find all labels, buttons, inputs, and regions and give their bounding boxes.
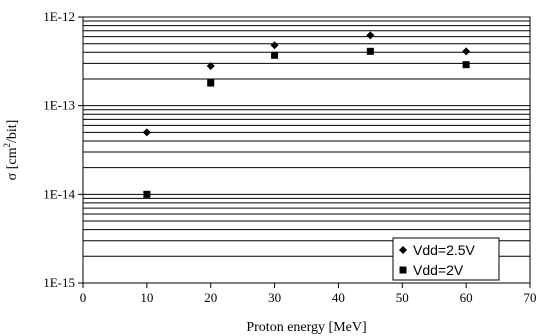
data-points [142, 31, 471, 198]
y-axis-label: σ [cm2/bit] [2, 120, 20, 181]
diamond-point [366, 31, 375, 40]
plot-area [82, 16, 531, 284]
diamond-point [270, 41, 279, 50]
x-tick-label: 0 [80, 290, 87, 305]
legend: Vdd=2.5V Vdd=2V [392, 237, 500, 281]
y-tick-label: 1E-13 [43, 98, 75, 113]
square-point [462, 61, 470, 69]
x-tick-label: 30 [268, 290, 281, 305]
gridlines [83, 20, 530, 284]
legend-diamond-marker [399, 246, 407, 254]
y-axis-label-tail: /bit] [5, 120, 20, 143]
y-axis-label-base: σ [cm [5, 147, 20, 180]
x-tick-label: 70 [524, 290, 537, 305]
legend-box [392, 237, 500, 281]
x-axis: 0 10 20 30 40 50 60 70 [80, 283, 537, 305]
x-tick-label: 50 [396, 290, 409, 305]
square-point [143, 190, 151, 198]
diamond-point [206, 62, 215, 71]
y-axis-label-superscript: 2 [2, 143, 12, 148]
y-tick-label: 1E-12 [43, 9, 75, 24]
square-point [366, 47, 374, 55]
y-axis: 1E-12 1E-13 1E-14 1E-15 [43, 9, 83, 290]
x-axis-label: Proton energy [MeV] [246, 320, 366, 335]
legend-entry-label: Vdd=2V [413, 262, 464, 278]
x-tick-label: 60 [460, 290, 473, 305]
legend-entry-label: Vdd=2.5V [413, 242, 476, 258]
diamond-point [462, 47, 471, 56]
diamond-point [142, 128, 151, 137]
y-tick-label: 1E-15 [43, 275, 75, 290]
x-tick-label: 20 [204, 290, 217, 305]
square-point [207, 79, 215, 87]
x-tick-label: 40 [332, 290, 345, 305]
square-point [271, 51, 279, 59]
x-tick-label: 10 [140, 290, 153, 305]
y-tick-label: 1E-14 [43, 186, 75, 201]
legend-square-marker [399, 266, 407, 274]
